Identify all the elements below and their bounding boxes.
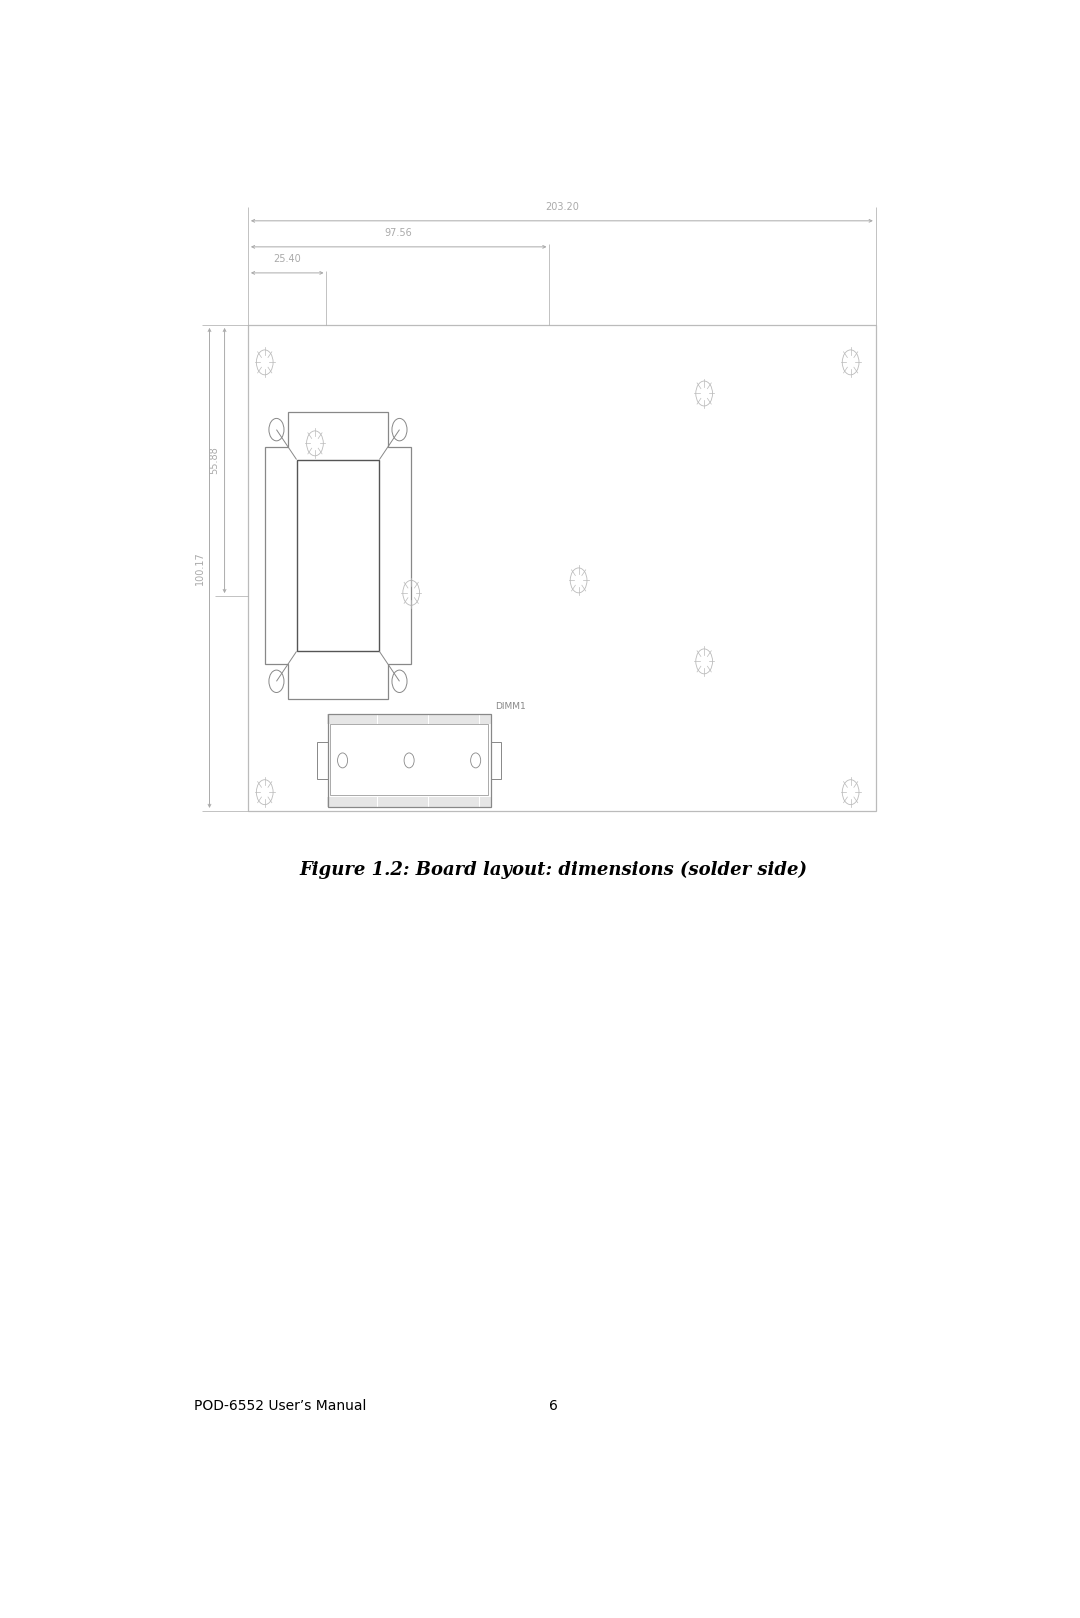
- Bar: [330, 723, 488, 794]
- Circle shape: [471, 752, 481, 769]
- Text: 203.20: 203.20: [545, 202, 579, 212]
- Bar: [318, 741, 327, 780]
- Circle shape: [392, 670, 407, 693]
- Circle shape: [269, 670, 284, 693]
- Text: 25.40: 25.40: [273, 254, 301, 264]
- Circle shape: [338, 752, 348, 769]
- Text: POD-6552 User’s Manual: POD-6552 User’s Manual: [193, 1398, 366, 1413]
- Bar: [248, 325, 876, 811]
- Text: 97.56: 97.56: [384, 228, 413, 238]
- Bar: [297, 460, 379, 652]
- Text: 100.17: 100.17: [194, 552, 204, 584]
- Text: 55.88: 55.88: [210, 447, 219, 474]
- Bar: [490, 741, 501, 780]
- Circle shape: [392, 419, 407, 440]
- Circle shape: [269, 419, 284, 440]
- Text: Figure 1.2: Board layout: dimensions (solder side): Figure 1.2: Board layout: dimensions (so…: [299, 861, 808, 879]
- Text: DIMM1: DIMM1: [495, 702, 526, 712]
- Bar: [327, 714, 490, 807]
- Text: 6: 6: [549, 1398, 558, 1413]
- Circle shape: [404, 752, 414, 769]
